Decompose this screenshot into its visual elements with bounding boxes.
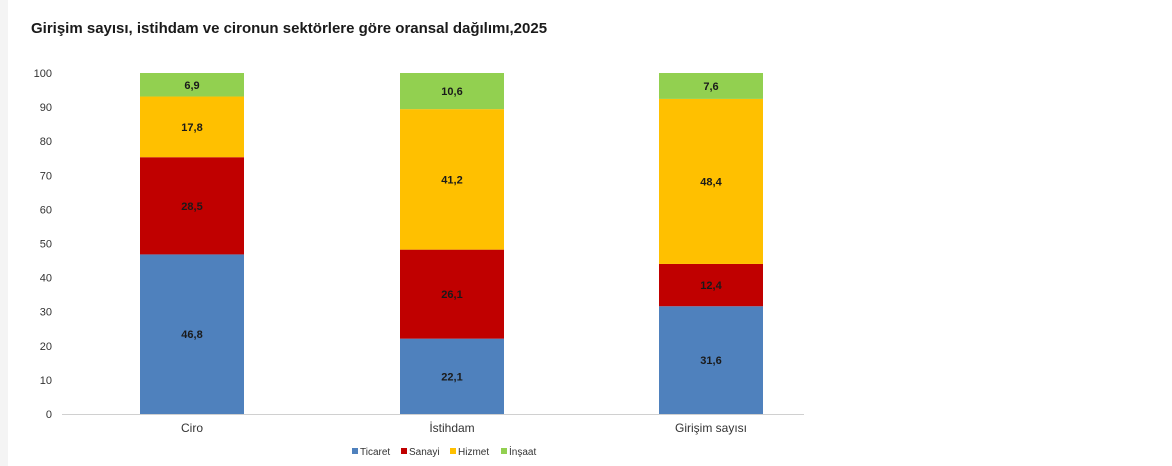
data-label: 46,8 — [181, 329, 202, 341]
data-label: 6,9 — [184, 80, 199, 92]
y-tick-label: 60 — [40, 204, 52, 216]
y-tick-label: 80 — [40, 136, 52, 148]
bar-segment — [400, 73, 504, 110]
x-tick-label: Ciro — [181, 421, 203, 435]
bar-segment — [140, 73, 244, 97]
bar-segment — [140, 96, 244, 158]
y-tick-label: 20 — [40, 341, 52, 353]
data-label: 12,4 — [700, 280, 722, 292]
bar-segment — [659, 98, 763, 264]
bar-segment — [659, 73, 763, 99]
x-tick-label: İstihdam — [429, 421, 474, 435]
y-tick-label: 40 — [40, 273, 52, 285]
y-tick-label: 50 — [40, 239, 52, 251]
data-label: 41,2 — [441, 174, 462, 186]
x-tick-label: Girişim sayısı — [675, 421, 747, 435]
y-tick-label: 90 — [40, 102, 52, 114]
bar-segment — [400, 338, 504, 414]
bar-segment — [659, 306, 763, 414]
legend-swatch — [401, 448, 407, 454]
data-label: 26,1 — [441, 289, 462, 301]
y-tick-label: 100 — [34, 68, 52, 80]
data-label: 31,6 — [700, 355, 721, 367]
y-tick-label: 70 — [40, 170, 52, 182]
chart-title: Girişim sayısı, istihdam ve cironun sekt… — [31, 20, 548, 37]
legend-swatch — [352, 448, 358, 454]
bar-segment — [140, 254, 244, 414]
legend-entry: Hizmet — [458, 447, 489, 458]
legend-entry: Sanayi — [409, 447, 440, 458]
y-tick-label: 30 — [40, 307, 52, 319]
y-tick-label: 10 — [40, 375, 52, 387]
bar-segment — [140, 157, 244, 255]
data-label: 17,8 — [181, 122, 202, 134]
data-label: 10,6 — [441, 86, 462, 98]
legend-swatch — [450, 448, 456, 454]
legend-swatch — [501, 448, 507, 454]
legend-entry: İnşaat — [509, 445, 536, 458]
data-label: 22,1 — [441, 371, 462, 383]
data-label: 48,4 — [700, 176, 722, 188]
data-label: 7,6 — [703, 81, 718, 93]
bar-segment — [400, 109, 504, 250]
page-edge — [0, 0, 8, 466]
legend-entry: Ticaret — [360, 447, 390, 458]
data-label: 28,5 — [181, 201, 202, 213]
bar-segment — [659, 263, 763, 307]
y-tick-label: 0 — [46, 409, 52, 421]
bar-segment — [400, 249, 504, 339]
